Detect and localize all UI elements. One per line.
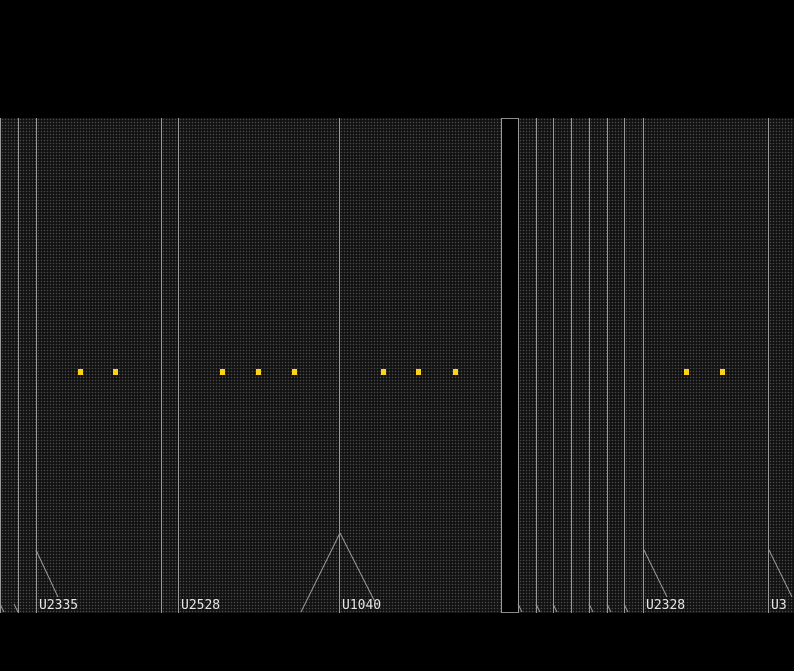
pin-marker[interactable] [416, 369, 421, 375]
cell-u1040[interactable]: U1040 [339, 118, 502, 613]
pin-marker[interactable] [220, 369, 225, 375]
pin-marker[interactable] [292, 369, 297, 375]
orientation-marker [588, 603, 594, 613]
cell-c10[interactable] [571, 118, 590, 613]
cell-c9[interactable] [553, 118, 572, 613]
cell-u2528[interactable]: U2528 [178, 118, 340, 613]
orientation-marker [300, 532, 341, 613]
cell-label: U2335 [39, 598, 79, 613]
orientation-marker [623, 603, 629, 613]
pin-marker[interactable] [113, 369, 118, 375]
cell-label: U2528 [181, 598, 221, 613]
pin-marker[interactable] [78, 369, 83, 375]
orientation-marker [606, 603, 612, 613]
cell-label: U1040 [342, 598, 382, 613]
pin-marker[interactable] [684, 369, 689, 375]
cell-c2[interactable] [18, 118, 37, 613]
cell-c11[interactable] [589, 118, 608, 613]
cell-u2335[interactable]: U2335 [36, 118, 162, 613]
cell-u3[interactable]: U3 [768, 118, 794, 613]
orientation-marker [339, 532, 377, 605]
cell-label: U3 [771, 598, 787, 613]
pin-marker[interactable] [453, 369, 458, 375]
orientation-marker [535, 603, 541, 613]
orientation-marker [643, 549, 668, 598]
orientation-marker [552, 603, 558, 613]
orientation-marker [768, 549, 793, 598]
orientation-marker [13, 603, 19, 613]
pin-marker[interactable] [381, 369, 386, 375]
cell-c13[interactable] [624, 118, 644, 613]
cell-u2328[interactable]: U2328 [643, 118, 769, 613]
orientation-marker [517, 603, 523, 613]
orientation-marker [35, 549, 59, 598]
orientation-marker [0, 603, 5, 613]
cell-label: U2328 [646, 598, 686, 613]
pin-marker[interactable] [256, 369, 261, 375]
pin-marker[interactable] [720, 369, 725, 375]
cell-c1[interactable] [0, 118, 19, 613]
